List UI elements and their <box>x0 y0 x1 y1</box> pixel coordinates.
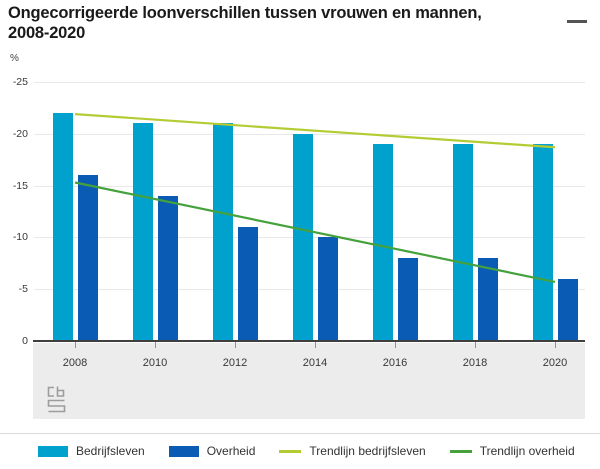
chart-title-line1: Ongecorrigeerde loonverschillen tussen v… <box>8 4 482 22</box>
x-axis-band <box>33 343 585 419</box>
y-axis-tick-label: -20 <box>12 127 28 140</box>
bar-bedrijfsleven-2020[interactable] <box>532 144 553 341</box>
bar-overheid-2008[interactable] <box>77 175 98 341</box>
zero-axis-line <box>33 340 585 342</box>
bar-bedrijfsleven-2018[interactable] <box>452 144 473 341</box>
bar-overheid-2020[interactable] <box>557 278 578 341</box>
legend-item-bedrijfsleven[interactable]: Bedrijfsleven <box>38 444 145 458</box>
x-axis-tick <box>395 342 396 348</box>
legend-line-swatch <box>279 449 302 453</box>
x-axis-tick <box>155 342 156 348</box>
bar-bedrijfsleven-2012[interactable] <box>212 123 233 341</box>
x-axis-tick <box>475 342 476 348</box>
chart-title: Ongecorrigeerde loonverschillen tussen v… <box>8 4 553 43</box>
legend-item-trendlijn-bedrijfsleven[interactable]: Trendlijn bedrijfsleven <box>279 444 426 458</box>
y-axis-tick-label: 0 <box>22 335 28 347</box>
bar-bedrijfsleven-2008[interactable] <box>52 113 73 341</box>
x-axis-label-2016: 2016 <box>382 357 408 369</box>
y-axis-tick-label: -5 <box>18 283 28 296</box>
legend-color-swatch <box>168 445 199 457</box>
bar-bedrijfsleven-2014[interactable] <box>292 133 313 341</box>
plot-area <box>34 82 585 341</box>
gridline <box>34 82 585 83</box>
bar-overheid-2014[interactable] <box>317 237 338 341</box>
x-axis-label-2020: 2020 <box>542 357 568 369</box>
legend-color-swatch <box>38 445 68 457</box>
legend: Bedrijfsleven Overheid Trendlijn bedrijfsl… <box>38 444 575 458</box>
y-axis-tick-label: -10 <box>12 231 28 244</box>
legend-label: Trendlijn overheid <box>479 444 575 458</box>
x-axis-tick <box>315 342 316 348</box>
bar-bedrijfsleven-2016[interactable] <box>372 144 393 341</box>
legend-label: Trendlijn bedrijfsleven <box>309 444 426 458</box>
bar-overheid-2012[interactable] <box>237 227 258 341</box>
trendline-trendlijn-bedrijfsleven <box>74 113 556 149</box>
legend-item-trendlijn-overheid[interactable]: Trendlijn overheid <box>449 444 575 458</box>
x-axis-label-2014: 2014 <box>302 357 328 369</box>
x-axis-tick <box>555 342 556 348</box>
legend-line-swatch <box>449 449 472 453</box>
x-axis-tick <box>75 342 76 348</box>
x-axis-label-2010: 2010 <box>142 357 168 369</box>
bar-bedrijfsleven-2010[interactable] <box>132 123 153 341</box>
trendline-trendlijn-overheid <box>74 181 556 284</box>
chart-title-line2: 2008-2020 <box>8 23 86 42</box>
x-axis-label-2008: 2008 <box>62 357 88 369</box>
y-axis-unit-label: % <box>10 53 19 64</box>
chart-menu-button[interactable] <box>567 8 588 26</box>
bar-overheid-2018[interactable] <box>477 258 498 341</box>
x-axis-label-2018: 2018 <box>462 357 488 369</box>
y-axis-tick-label: -25 <box>12 76 28 88</box>
x-axis-label-2012: 2012 <box>222 357 248 369</box>
legend-label: Bedrijfsleven <box>76 444 145 458</box>
legend-item-overheid[interactable]: Overheid <box>168 444 256 458</box>
cbs-logo <box>47 386 66 413</box>
bar-overheid-2016[interactable] <box>397 258 418 341</box>
legend-label: Overheid <box>206 444 256 458</box>
legend-divider <box>0 433 600 434</box>
x-axis-tick <box>235 342 236 348</box>
y-axis-tick-label: -15 <box>12 179 28 192</box>
bar-overheid-2010[interactable] <box>157 195 178 341</box>
